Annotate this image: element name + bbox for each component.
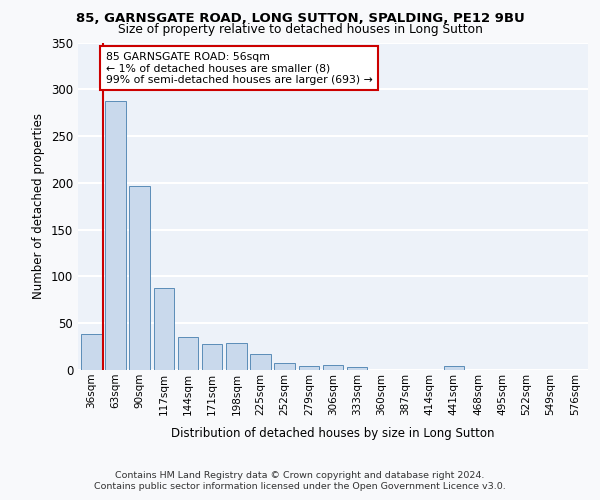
- Bar: [202, 344, 223, 370]
- Bar: [81, 334, 101, 370]
- Bar: [323, 366, 343, 370]
- Bar: [105, 102, 126, 370]
- Bar: [250, 354, 271, 370]
- Bar: [130, 186, 150, 370]
- Bar: [226, 343, 247, 370]
- Text: Distribution of detached houses by size in Long Sutton: Distribution of detached houses by size …: [171, 428, 495, 440]
- Text: 85, GARNSGATE ROAD, LONG SUTTON, SPALDING, PE12 9BU: 85, GARNSGATE ROAD, LONG SUTTON, SPALDIN…: [76, 12, 524, 26]
- Bar: [154, 288, 174, 370]
- Text: Size of property relative to detached houses in Long Sutton: Size of property relative to detached ho…: [118, 24, 482, 36]
- Bar: [347, 367, 367, 370]
- Text: Contains HM Land Registry data © Crown copyright and database right 2024.: Contains HM Land Registry data © Crown c…: [115, 471, 485, 480]
- Bar: [274, 362, 295, 370]
- Text: 85 GARNSGATE ROAD: 56sqm
← 1% of detached houses are smaller (8)
99% of semi-det: 85 GARNSGATE ROAD: 56sqm ← 1% of detache…: [106, 52, 373, 85]
- Bar: [299, 366, 319, 370]
- Y-axis label: Number of detached properties: Number of detached properties: [32, 114, 46, 299]
- Bar: [443, 366, 464, 370]
- Bar: [178, 337, 198, 370]
- Text: Contains public sector information licensed under the Open Government Licence v3: Contains public sector information licen…: [94, 482, 506, 491]
